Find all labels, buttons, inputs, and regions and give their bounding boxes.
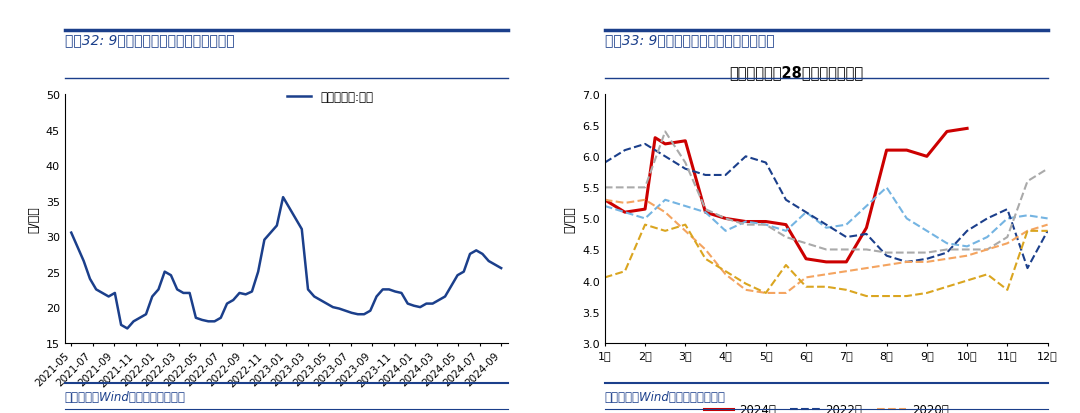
Legend: 平均批发价:猪肉: 平均批发价:猪肉 [283,86,378,108]
Text: 平均批发价：28种重点监测蔬菜: 平均批发价：28种重点监测蔬菜 [729,65,863,80]
Text: 资料来源：Wind，国盛证券研究所: 资料来源：Wind，国盛证券研究所 [605,389,726,403]
Text: 资料来源：Wind，国盛证券研究所: 资料来源：Wind，国盛证券研究所 [65,389,186,403]
Text: 图表32: 9月以来，猪肉价格环比有所回落: 图表32: 9月以来，猪肉价格环比有所回落 [65,33,234,47]
Y-axis label: 元/公斤: 元/公斤 [564,206,577,232]
Y-axis label: 元/公斤: 元/公斤 [27,206,40,232]
Text: 图表33: 9月以来，蔬菜价格续创同期新高: 图表33: 9月以来，蔬菜价格续创同期新高 [605,33,774,47]
Legend: 2024年, 2023年, 2022年, 2021年, 2020年, 2019年: 2024年, 2023年, 2022年, 2021年, 2020年, 2019年 [699,398,954,413]
